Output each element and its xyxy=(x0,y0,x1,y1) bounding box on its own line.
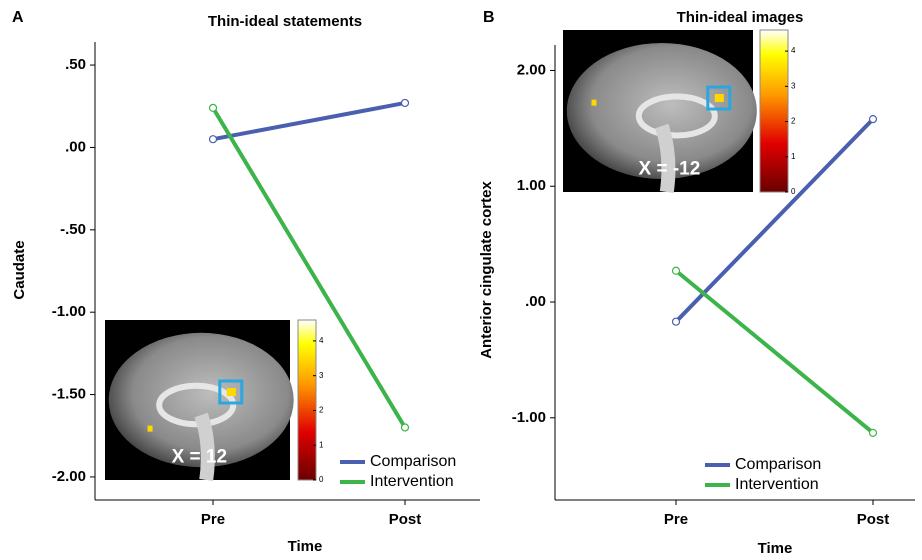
colorbar-tick-label: 1 xyxy=(319,440,324,449)
y-tick-label: .50 xyxy=(65,56,86,73)
chart-title: Thin-ideal statements xyxy=(208,13,362,30)
y-axis-label: Caudate xyxy=(11,240,28,299)
colorbar-tick-label: 0 xyxy=(791,187,796,196)
y-tick-label: 1.00 xyxy=(517,177,546,194)
y-tick-label: -2.00 xyxy=(52,468,86,485)
colorbar xyxy=(760,30,788,192)
legend-label: Comparison xyxy=(370,453,456,470)
panel-label: A xyxy=(12,9,24,26)
y-tick-label: -1.50 xyxy=(52,386,86,403)
y-tick-label: -1.00 xyxy=(512,409,546,426)
activation xyxy=(715,94,724,102)
legend-label: Comparison xyxy=(735,456,821,473)
point xyxy=(210,104,217,111)
point xyxy=(870,429,877,436)
y-tick-label: 2.00 xyxy=(517,61,546,78)
figure: A Thin-ideal statements -2.00 -1.50 -1.00 -.5… xyxy=(0,0,922,560)
activation xyxy=(227,388,236,396)
x-tick-label: Pre xyxy=(664,511,688,528)
inset-label: X = -12 xyxy=(639,158,701,179)
y-axis-label: Anterior cingulate cortex xyxy=(478,181,495,359)
point xyxy=(402,99,409,106)
x-axis-label: Time xyxy=(288,538,323,555)
inset-label: X = 12 xyxy=(172,447,227,468)
legend-label: Intervention xyxy=(370,473,454,490)
colorbar-tick-label: 4 xyxy=(319,336,324,345)
point xyxy=(870,116,877,123)
activation xyxy=(148,426,153,432)
activation xyxy=(592,100,597,106)
legend-label: Intervention xyxy=(735,476,819,493)
x-tick-label: Post xyxy=(389,511,422,528)
brain-inset: X = 12 xyxy=(105,320,294,480)
colorbar-tick-label: 1 xyxy=(791,152,796,161)
y-tick-label: -1.00 xyxy=(52,303,86,320)
y-tick-label: -.50 xyxy=(60,221,86,238)
brain-inset: X = -12 xyxy=(563,30,757,192)
series-line xyxy=(676,271,873,433)
x-tick-label: Post xyxy=(857,511,890,528)
point xyxy=(673,267,680,274)
panel-label: B xyxy=(483,9,495,26)
chart-title: Thin-ideal images xyxy=(677,9,804,26)
colorbar-tick-label: 2 xyxy=(319,406,324,415)
series-line xyxy=(213,103,405,139)
colorbar-tick-label: 4 xyxy=(791,46,796,55)
colorbar-tick-label: 3 xyxy=(791,81,796,90)
colorbar-tick-label: 0 xyxy=(319,475,324,484)
x-tick-label: Pre xyxy=(201,511,225,528)
y-tick-label: .00 xyxy=(65,138,86,155)
colorbar-tick-label: 3 xyxy=(319,371,324,380)
x-axis-label: Time xyxy=(758,540,793,557)
point xyxy=(210,136,217,143)
point xyxy=(673,318,680,325)
point xyxy=(402,424,409,431)
y-tick-label: .00 xyxy=(525,293,546,310)
colorbar xyxy=(298,320,316,480)
colorbar-tick-label: 2 xyxy=(791,117,796,126)
